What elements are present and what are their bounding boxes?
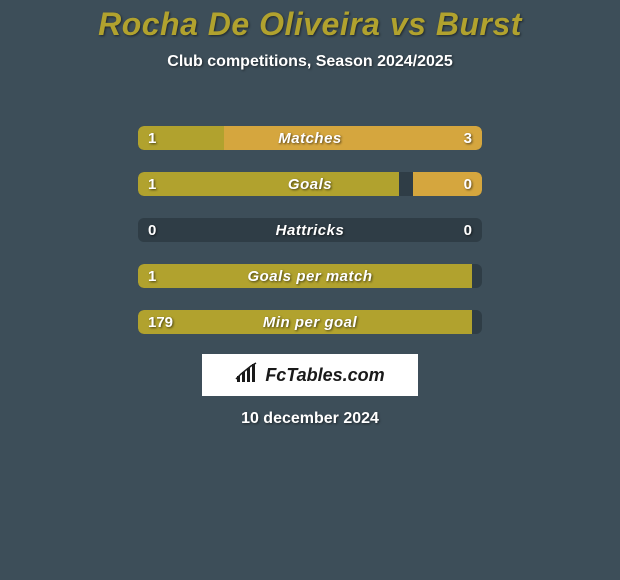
chart-icon (235, 362, 259, 389)
logo-text: FcTables.com (265, 365, 384, 386)
source-logo: FcTables.com (202, 354, 418, 396)
chart-icon-bars (236, 363, 256, 382)
comparison-infographic: Rocha De Oliveira vs Burst Club competit… (0, 0, 620, 580)
page-subtitle: Club competitions, Season 2024/2025 (0, 53, 620, 71)
stat-row: 1Goals per match (138, 264, 482, 288)
bar-label: Goals per match (138, 264, 482, 288)
stat-row: 13Matches (138, 126, 482, 150)
stat-bars: 13Matches 10Goals 00Hattricks 1Goals per ma… (138, 126, 482, 356)
page-title: Rocha De Oliveira vs Burst (0, 0, 620, 43)
stat-row: 00Hattricks (138, 218, 482, 242)
bar-label: Matches (138, 126, 482, 150)
stat-row: 179Min per goal (138, 310, 482, 334)
bar-label: Goals (138, 172, 482, 196)
bar-label: Hattricks (138, 218, 482, 242)
date-label: 10 december 2024 (0, 410, 620, 428)
stat-row: 10Goals (138, 172, 482, 196)
bar-label: Min per goal (138, 310, 482, 334)
